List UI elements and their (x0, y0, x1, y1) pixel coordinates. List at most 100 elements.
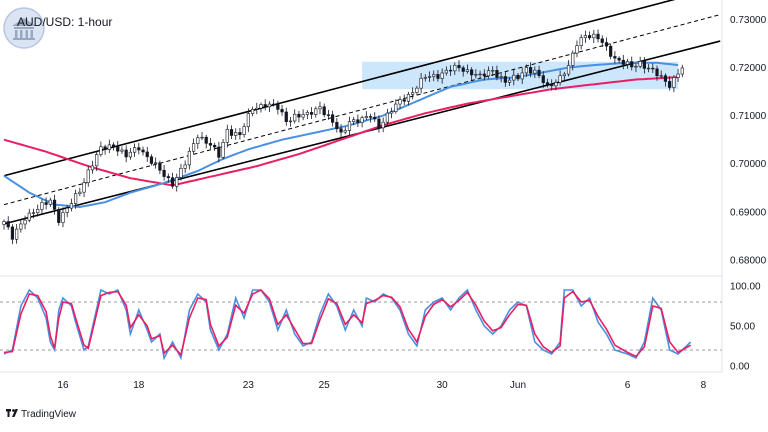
candle-body (470, 69, 474, 76)
building-icon-floor (13, 38, 35, 40)
candle-body (575, 45, 579, 54)
candle-body (238, 132, 242, 135)
candle-body (166, 176, 170, 179)
price-tick-label: 0.71000 (730, 111, 767, 122)
candle-body (524, 67, 529, 74)
candle-body (558, 75, 562, 83)
candle-body (537, 69, 541, 76)
candle-body (200, 136, 204, 139)
candle-body (453, 65, 457, 72)
candle-body (116, 145, 120, 152)
slow-moving-average (3, 76, 679, 187)
candle-body (554, 82, 558, 87)
time-tick-label: Jun (510, 380, 526, 391)
candle-body (309, 112, 314, 115)
candle-body (175, 177, 179, 187)
candle-body (78, 191, 82, 194)
candle-body (402, 99, 406, 102)
time-tick-label: 23 (243, 380, 255, 391)
candle-body (162, 169, 166, 177)
candle-body (448, 69, 453, 72)
candle-body (145, 151, 149, 158)
candle-body (107, 144, 111, 150)
candle-body (208, 143, 213, 146)
candle-body (246, 113, 250, 127)
candle-body (638, 61, 642, 67)
candle-body (377, 118, 381, 129)
candle-body (352, 119, 356, 122)
candle-body (314, 108, 318, 115)
candle-body (672, 77, 676, 88)
candle-body (128, 151, 132, 158)
oscillator-tick-label: 100.00 (730, 282, 761, 293)
candle-body (579, 37, 583, 46)
candle-body (10, 226, 15, 240)
candle-body (61, 212, 65, 223)
time-tick-label: 30 (437, 380, 449, 391)
building-icon-base (14, 27, 34, 29)
candle-body (90, 165, 95, 171)
candle-body (398, 99, 402, 105)
candle-body (642, 61, 646, 69)
oscillator-tick-label: 0.00 (730, 362, 750, 373)
channel-upper-line (3, 0, 676, 177)
price-tick-label: 0.72000 (730, 63, 767, 74)
candle-body (149, 156, 154, 164)
oscillator-pane (0, 288, 722, 361)
symbol-logo (3, 7, 45, 49)
candle-body (533, 69, 537, 74)
candle-body (141, 149, 145, 153)
candle-body (322, 106, 326, 116)
candle-body (124, 149, 128, 158)
candle-body (234, 132, 238, 136)
candle-body (133, 147, 137, 153)
candle-body (676, 73, 680, 78)
candle-body (440, 72, 444, 79)
candle-body (566, 65, 571, 75)
candle-body (600, 38, 604, 43)
candle-body (529, 67, 533, 74)
candle-body (609, 45, 613, 57)
candle-body (297, 113, 301, 118)
candle-body (663, 75, 668, 82)
candle-body (229, 129, 234, 136)
candle-body (634, 65, 638, 68)
candle-body (394, 103, 398, 112)
candle-body (630, 61, 634, 68)
candle-body (31, 212, 36, 214)
building-icon-column (30, 30, 33, 38)
candle-body (196, 137, 200, 144)
candle-body (427, 76, 432, 78)
candle-body (44, 202, 48, 205)
candle-body (331, 114, 335, 123)
candle-body (170, 177, 175, 187)
candle-body (491, 70, 495, 72)
candle-body (191, 143, 196, 152)
candle-body (596, 33, 600, 40)
candle-body (95, 154, 99, 167)
time-tick-label: 8 (701, 380, 707, 391)
candle-body (507, 79, 512, 83)
tradingview-logo-icon (6, 409, 18, 417)
candle-body (592, 33, 596, 39)
candle-body (389, 111, 394, 114)
time-tick-label: 25 (319, 380, 331, 391)
candle-body (82, 182, 86, 193)
candle-body (27, 212, 31, 221)
brand: TradingView (6, 409, 77, 420)
candle-body (23, 219, 27, 225)
candle-body (562, 73, 566, 77)
candle-body (204, 136, 208, 144)
candle-body (520, 72, 524, 80)
candle-body (225, 129, 229, 143)
candle-body (326, 114, 331, 116)
candle-body (339, 128, 343, 133)
candle-body (19, 223, 23, 230)
candle-body (36, 209, 40, 214)
candle-body (2, 221, 6, 225)
candle-body (646, 67, 651, 70)
oscillator-tick-label: 50.00 (730, 322, 755, 333)
candle-body (318, 106, 322, 110)
price-tick-label: 0.69000 (730, 207, 767, 218)
